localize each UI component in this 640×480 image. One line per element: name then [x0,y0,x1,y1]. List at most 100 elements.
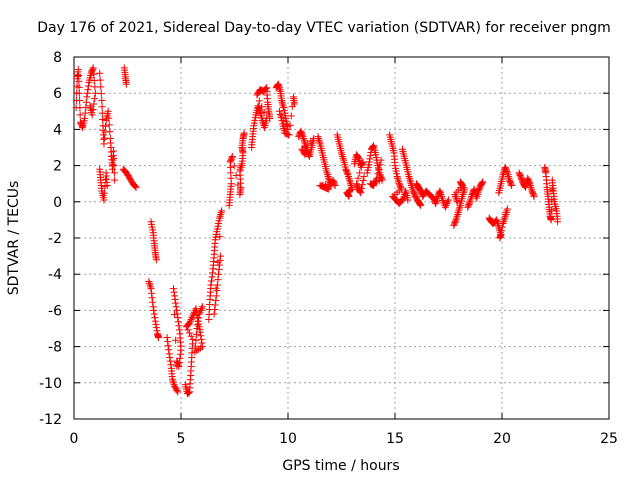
data-point [166,357,174,365]
y-tick-label: -2 [48,231,62,247]
data-point [345,192,353,200]
data-point [174,318,182,326]
data-point [82,98,90,106]
data-point [344,172,352,180]
data-point [323,169,331,177]
data-point [405,172,413,180]
data-point [212,296,220,304]
data-point [508,182,516,190]
data-point [494,221,502,229]
data-point [344,191,352,199]
data-point [145,279,153,287]
data-point [373,174,381,182]
data-point [314,133,322,141]
data-point [86,102,94,110]
data-point [211,301,219,309]
grid-lines [74,57,609,419]
data-point [275,82,283,90]
data-point [164,342,172,350]
data-point [91,95,99,103]
data-point [299,133,307,141]
data-point [217,252,225,260]
chart-title: Day 176 of 2021, Sidereal Day-to-day VTE… [37,20,611,36]
data-point [504,172,512,180]
data-point [184,321,192,329]
data-point [99,115,107,123]
data-point [300,134,308,142]
data-point [395,178,403,186]
data-point [455,205,463,213]
data-point [89,64,97,72]
data-point [170,379,178,387]
data-point [452,194,460,202]
data-point [131,182,139,190]
data-point [503,169,511,177]
data-point [170,381,178,389]
data-point [454,210,462,218]
data-point [300,136,308,144]
data-point [277,114,285,122]
data-point [456,203,464,211]
data-point [147,285,155,293]
data-point [172,299,180,307]
data-point [214,270,222,278]
data-point [499,220,507,228]
data-point [189,312,197,320]
data-point [278,96,286,104]
data-point [344,171,352,179]
data-point [76,104,84,112]
data-point [152,324,160,332]
data-point [187,332,195,340]
data-point [356,169,364,177]
data-point [105,121,113,129]
data-point [358,181,366,189]
data-point [554,218,562,226]
data-point [215,266,223,274]
data-point [130,182,138,190]
data-point [278,117,286,125]
data-point [173,358,181,366]
data-point [90,70,98,78]
data-point [416,200,424,208]
data-point [409,185,417,193]
data-point [216,214,224,222]
data-point [374,170,382,178]
data-point [186,317,194,325]
data-point [151,314,159,322]
data-point [196,328,204,336]
data-point [110,169,118,177]
data-point [147,283,155,291]
data-point [100,134,108,142]
data-point [461,185,469,193]
data-point [191,342,199,350]
data-point [432,198,440,206]
x-tick-label: 25 [600,431,618,447]
data-point [451,192,459,200]
data-point [155,334,163,342]
data-point [365,158,373,166]
data-point [453,214,461,222]
data-point [103,182,111,190]
data-point [369,143,377,151]
data-point [168,375,176,383]
data-point [213,281,221,289]
data-point [300,149,308,157]
data-point [236,167,244,175]
data-point [91,89,99,97]
data-point [217,210,225,218]
data-point [505,174,513,182]
data-point [170,285,178,293]
data-point [81,115,89,123]
data-point [148,294,156,302]
data-point [150,310,158,318]
data-point [443,200,451,208]
data-point [459,191,467,199]
data-point [436,187,444,195]
data-point [370,180,378,188]
data-point [207,277,215,285]
data-point [196,308,204,316]
data-point [286,121,294,129]
data-point [97,83,105,91]
data-point [171,292,179,300]
data-point [346,178,354,186]
